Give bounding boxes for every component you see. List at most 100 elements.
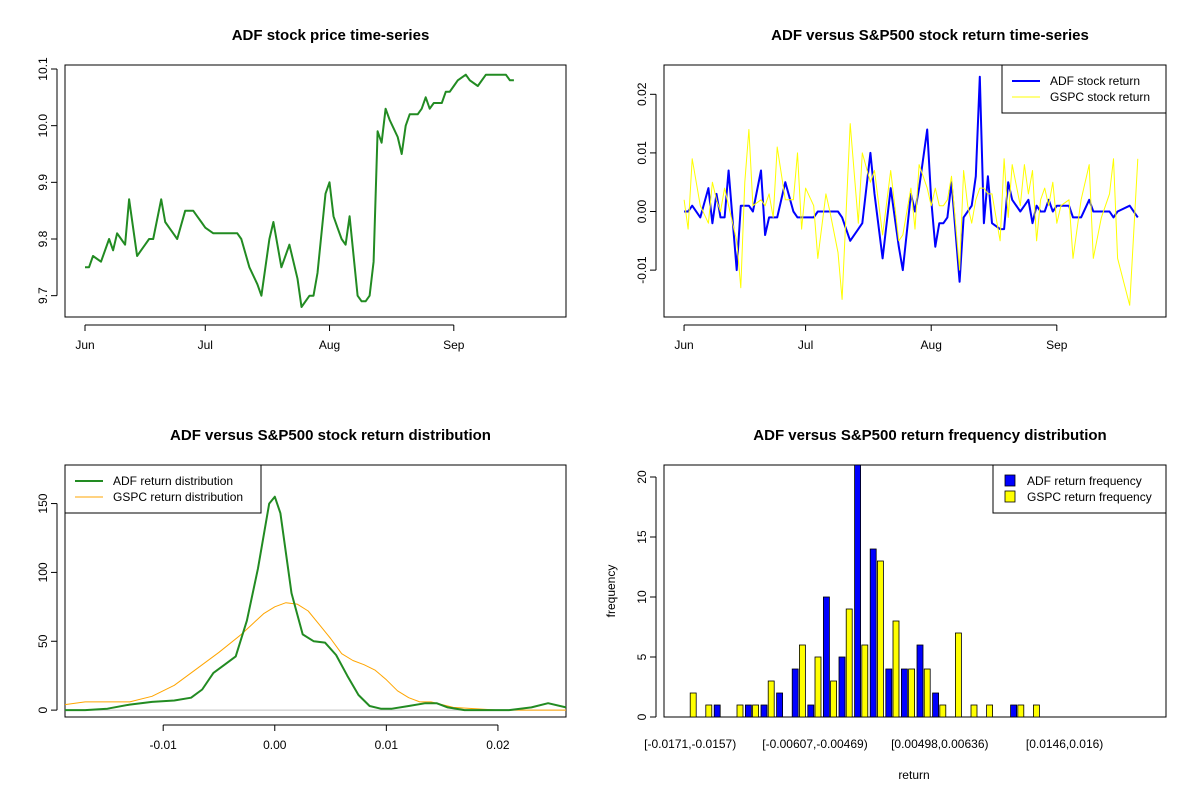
gspc-frequency-bar xyxy=(877,560,884,718)
adf-frequency-bar xyxy=(791,668,799,718)
gspc-frequency-bar xyxy=(752,704,759,718)
gspc-frequency-bar xyxy=(923,668,931,718)
panel-1: ADF stock price time-series 9.7 9.8 9.9 10.0… xyxy=(36,27,567,352)
adf-frequency-bar xyxy=(1010,704,1017,718)
x-tick-label: Jun xyxy=(674,338,693,352)
x-tick-label: Jun xyxy=(75,338,94,352)
adf-frequency-bar xyxy=(854,464,861,718)
y-tick-label: 15 xyxy=(635,530,649,544)
y-tick-label: 5 xyxy=(635,653,649,660)
x-axis-label: return xyxy=(898,768,929,782)
gspc-frequency-bar xyxy=(861,644,869,718)
legend-box xyxy=(64,464,262,514)
legend-label: GSPC return distribution xyxy=(113,490,243,504)
x-tick-label: Sep xyxy=(443,338,465,352)
x-tick-label: Aug xyxy=(921,338,942,352)
adf-frequency-bar xyxy=(745,704,752,718)
gspc-frequency-bar xyxy=(892,620,900,718)
legend-label: GSPC stock return xyxy=(1050,90,1150,104)
y-axis-label: frequency xyxy=(604,565,618,618)
gspc-frequency-bar xyxy=(767,680,775,718)
adf-frequency-bar xyxy=(838,656,846,718)
x-category-label: [-0.0171,-0.0157) xyxy=(644,737,736,751)
y-tick-label: 10.0 xyxy=(36,114,50,138)
adf-return-line xyxy=(684,75,1139,283)
y-tick-label: 100 xyxy=(36,562,50,582)
legend-label: ADF return frequency xyxy=(1027,474,1142,488)
y-tick-label: 9.8 xyxy=(36,230,50,247)
adf-frequency-bar xyxy=(869,548,877,718)
adf-frequency-bar xyxy=(885,668,893,718)
adf-frequency-bar xyxy=(932,692,939,718)
x-category-label: [0.00498,0.00636) xyxy=(891,737,988,751)
x-tick-label: 0.01 xyxy=(375,738,399,752)
gspc-frequency-bar xyxy=(908,668,915,718)
panel-3: ADF versus S&P500 stock return distribut… xyxy=(36,427,567,752)
gspc-frequency-bar xyxy=(689,692,697,718)
x-tick-label: Jul xyxy=(198,338,213,352)
plot-frame xyxy=(64,464,567,718)
y-tick-label: 0.01 xyxy=(635,141,649,165)
gspc-frequency-bar xyxy=(970,704,978,718)
legend-box xyxy=(992,464,1167,514)
legend-swatch xyxy=(1004,490,1016,503)
adf-frequency-bar xyxy=(713,704,721,718)
x-tick-label: Jul xyxy=(798,338,813,352)
adf-frequency-bar xyxy=(901,668,908,718)
y-tick-label: 9.7 xyxy=(36,287,50,304)
x-tick-label: 0.00 xyxy=(263,738,287,752)
y-tick-label: 0 xyxy=(36,706,50,713)
legend-swatch xyxy=(1004,474,1016,487)
legend-label: ADF return distribution xyxy=(113,474,233,488)
x-tick-label: -0.01 xyxy=(150,738,178,752)
legend-box xyxy=(1001,64,1167,114)
chart-title: ADF versus S&P500 stock return distribut… xyxy=(170,427,491,444)
y-tick-label: 20 xyxy=(635,470,649,484)
x-tick-label: Aug xyxy=(319,338,340,352)
panel-2: ADF versus S&P500 stock return time-seri… xyxy=(635,27,1167,352)
y-tick-label: 9.9 xyxy=(36,174,50,191)
x-tick-label: Sep xyxy=(1046,338,1068,352)
chart-title: ADF versus S&P500 stock return time-seri… xyxy=(771,27,1089,44)
gspc-frequency-bar xyxy=(799,644,806,718)
panel-4: ADF versus S&P500 return frequency distr… xyxy=(604,427,1167,782)
gspc-frequency-bar xyxy=(814,656,822,718)
x-tick-label: 0.02 xyxy=(486,738,510,752)
x-category-label: [-0.00607,-0.00469) xyxy=(762,737,867,751)
series-group xyxy=(683,75,1139,306)
gspc-frequency-bar xyxy=(705,704,713,718)
plot-frame xyxy=(64,64,567,318)
y-tick-label: -0.01 xyxy=(635,256,649,284)
gspc-return-line xyxy=(683,123,1139,306)
gspc-frequency-bar xyxy=(1033,704,1040,718)
chart-title: ADF stock price time-series xyxy=(232,27,430,44)
y-tick-label: 150 xyxy=(36,493,50,513)
gspc-frequency-bar xyxy=(986,704,993,718)
legend-label: ADF stock return xyxy=(1050,74,1140,88)
gspc-frequency-bar xyxy=(845,608,853,718)
gspc-frequency-bar xyxy=(939,704,947,718)
y-tick-label: 10.1 xyxy=(36,57,50,81)
x-category-label: [0.0146,0.016) xyxy=(1026,737,1103,751)
gspc-frequency-bar xyxy=(830,680,837,718)
y-tick-label: 0 xyxy=(635,713,649,720)
y-tick-label: 50 xyxy=(36,634,50,648)
adf-frequency-bar xyxy=(807,704,815,718)
bars xyxy=(689,464,1040,718)
plot-frame xyxy=(663,464,1167,718)
plot-frame xyxy=(663,64,1167,318)
chart-title: ADF versus S&P500 return frequency distr… xyxy=(753,427,1106,444)
y-tick-label: 0.02 xyxy=(635,82,649,106)
gspc-frequency-bar xyxy=(736,704,744,718)
adf-frequency-bar xyxy=(760,704,768,718)
price-line xyxy=(85,73,514,308)
adf-frequency-bar xyxy=(916,644,924,718)
adf-frequency-bar xyxy=(776,692,783,718)
gspc-frequency-bar xyxy=(955,632,962,718)
gspc-frequency-bar xyxy=(1017,704,1025,718)
adf-density-line xyxy=(65,495,567,712)
legend-label: GSPC return frequency xyxy=(1027,490,1152,504)
y-tick-label: 0.00 xyxy=(635,200,649,224)
gspc-density-line xyxy=(64,602,566,711)
